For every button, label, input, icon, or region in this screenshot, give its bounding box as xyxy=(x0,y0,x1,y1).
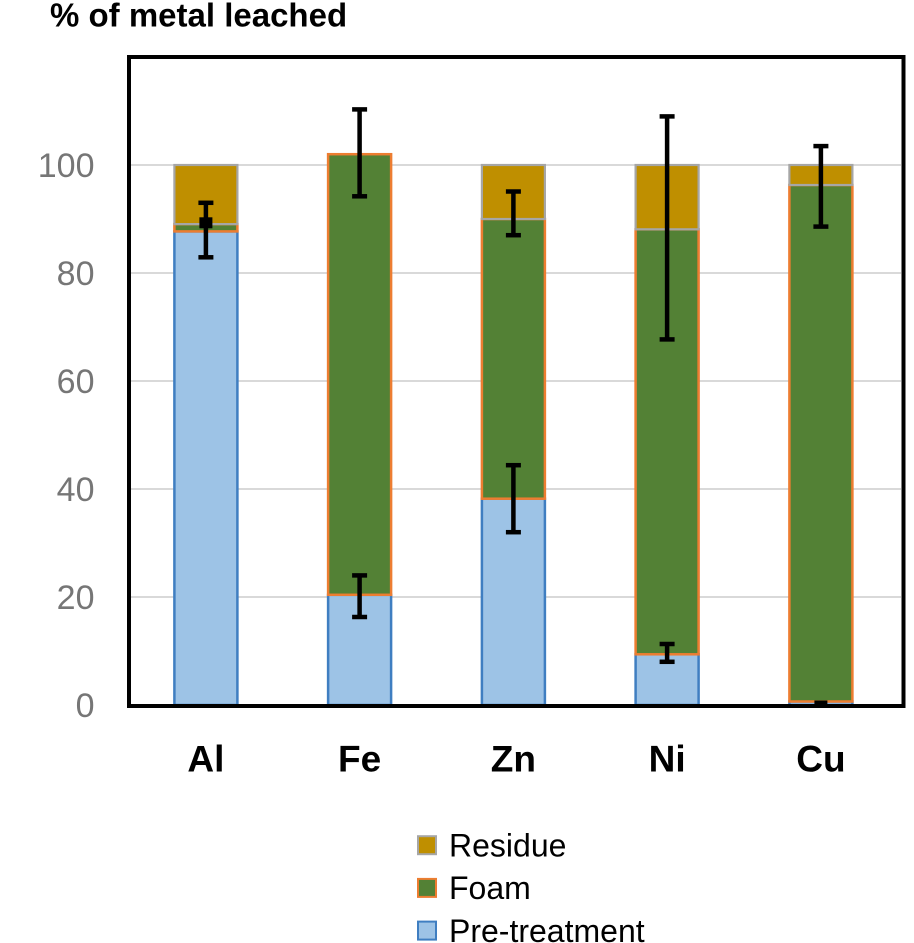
svg-text:Ni: Ni xyxy=(649,739,686,780)
svg-text:Cu: Cu xyxy=(796,739,845,780)
svg-text:100: 100 xyxy=(38,147,95,185)
svg-text:Residue: Residue xyxy=(449,828,566,864)
svg-text:80: 80 xyxy=(57,255,95,293)
svg-text:Pre-treatment: Pre-treatment xyxy=(449,913,645,943)
svg-text:60: 60 xyxy=(57,363,95,401)
svg-text:40: 40 xyxy=(57,471,95,509)
svg-text:20: 20 xyxy=(57,579,95,617)
svg-text:Al: Al xyxy=(187,739,224,780)
svg-text:% of metal leached: % of metal leached xyxy=(50,0,347,34)
svg-text:Foam: Foam xyxy=(449,870,531,906)
svg-text:Zn: Zn xyxy=(491,739,536,780)
svg-text:Fe: Fe xyxy=(338,739,381,780)
svg-text:0: 0 xyxy=(76,687,95,725)
